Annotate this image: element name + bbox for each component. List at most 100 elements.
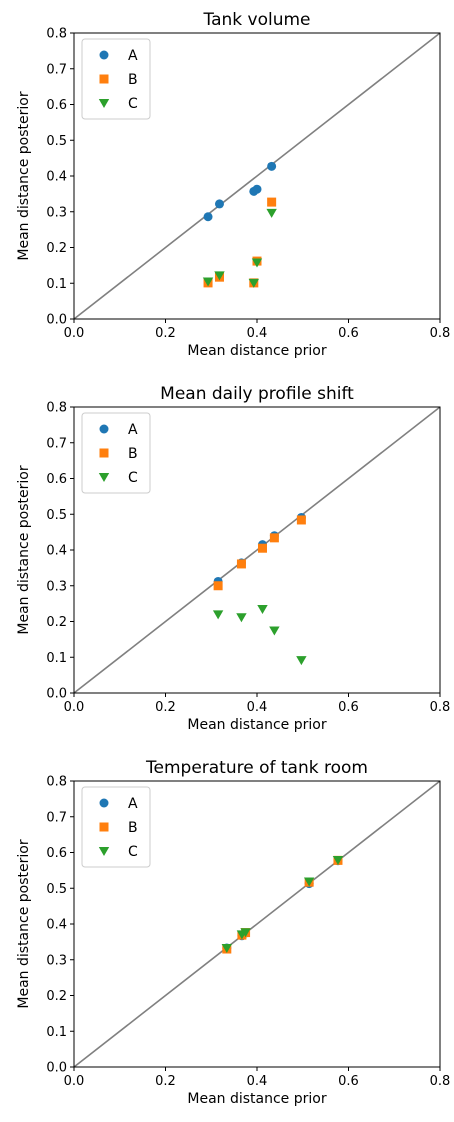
- y-axis-label: Mean distance posterior: [16, 91, 32, 260]
- x-tick-label: 0.8: [430, 1074, 451, 1089]
- chart-title: Mean daily profile shift: [160, 384, 354, 404]
- data-point-c: [214, 271, 225, 281]
- legend-marker-c: [98, 847, 110, 856]
- y-tick-label: 0.5: [46, 508, 67, 523]
- y-tick-label: 0.2: [46, 241, 67, 256]
- data-point-c: [266, 208, 277, 218]
- data-point-c: [257, 604, 268, 614]
- legend-label: C: [128, 96, 138, 112]
- y-tick-label: 0.0: [46, 687, 67, 702]
- legend: [81, 786, 151, 868]
- data-point-c: [202, 277, 214, 287]
- legend-marker-b: [99, 448, 109, 458]
- data-point-c: [236, 613, 247, 623]
- y-tick-label: 0.6: [46, 472, 67, 487]
- data-point-a: [214, 199, 224, 209]
- y-axis-label: Mean distance posterior: [16, 465, 32, 634]
- y-tick-label: 0.3: [46, 953, 67, 968]
- y-tick-label: 0.2: [46, 989, 67, 1004]
- chart-mean-daily-profile-shift: Mean daily profile shift 0.0 0.2 0.4 0.6 0.8 0…: [16, 384, 451, 733]
- data-point-c: [221, 943, 233, 953]
- legend: [81, 412, 151, 494]
- y-tick-label: 0.6: [46, 846, 67, 861]
- data-point-a: [252, 184, 262, 194]
- y-tick-label: 0.1: [46, 277, 67, 292]
- legend-marker-b: [99, 822, 109, 832]
- legend-label: C: [128, 844, 138, 860]
- data-point-b: [269, 533, 279, 543]
- data-point-c: [332, 856, 344, 866]
- legend-label: B: [128, 820, 138, 836]
- legend-label: C: [128, 470, 138, 486]
- y-tick-label: 0.3: [46, 579, 67, 594]
- data-point-a: [203, 212, 213, 222]
- y-axis-label: Mean distance posterior: [16, 839, 32, 1008]
- y-tick-label: 0.7: [46, 810, 67, 825]
- x-tick-label: 0.4: [247, 1074, 268, 1089]
- data-point-c: [303, 877, 315, 887]
- x-axis-label: Mean distance prior: [187, 717, 326, 733]
- data-point-b: [236, 559, 246, 569]
- y-tick-label: 0.1: [46, 651, 67, 666]
- data-point-b: [296, 515, 306, 525]
- legend-label: B: [128, 72, 138, 88]
- x-tick-label: 0.2: [155, 326, 176, 341]
- data-point-c: [251, 258, 263, 268]
- data-point-c: [269, 626, 280, 636]
- legend-marker-c: [98, 99, 110, 108]
- data-point-c: [296, 656, 307, 666]
- x-tick-label: 0.0: [64, 326, 85, 341]
- legend-label: A: [128, 48, 138, 64]
- legend-label: A: [128, 422, 138, 438]
- y-tick-label: 0.8: [46, 775, 67, 790]
- y-tick-label: 0.7: [46, 62, 67, 77]
- y-tick-label: 0.5: [46, 134, 67, 149]
- x-tick-label: 0.2: [155, 1074, 176, 1089]
- legend-label: B: [128, 446, 138, 462]
- data-point-a: [267, 161, 277, 171]
- legend: [81, 38, 151, 120]
- data-point-c: [248, 278, 259, 288]
- legend-marker-a: [99, 50, 109, 60]
- x-tick-label: 0.6: [338, 1074, 359, 1089]
- y-tick-label: 0.4: [46, 170, 67, 185]
- y-tick-label: 0.0: [46, 1061, 67, 1076]
- legend-marker-c: [98, 473, 110, 482]
- y-tick-label: 0.4: [46, 918, 67, 933]
- y-tick-label: 0.7: [46, 436, 67, 451]
- y-tick-label: 0.2: [46, 615, 67, 630]
- y-tick-label: 0.8: [46, 27, 67, 42]
- data-point-c: [212, 610, 224, 620]
- chart-tank-volume: Tank volume 0.0 0.2 0.4 0.6 0.8 0.0 0.1 0.2 0.3 0.…: [16, 10, 451, 359]
- x-tick-label: 0.4: [247, 700, 268, 715]
- y-tick-label: 0.4: [46, 544, 67, 559]
- y-tick-label: 0.1: [46, 1025, 67, 1040]
- x-axis-label: Mean distance prior: [187, 343, 326, 359]
- legend-marker-b: [99, 74, 109, 84]
- x-tick-label: 0.0: [64, 700, 85, 715]
- y-tick-label: 0.5: [46, 882, 67, 897]
- legend-marker-a: [99, 424, 109, 434]
- chart-temperature-of-tank-room: Temperature of tank room 0.0 0.2 0.4 0.6 0.8 0…: [16, 758, 451, 1107]
- legend-label: A: [128, 796, 138, 812]
- x-tick-label: 0.6: [338, 700, 359, 715]
- y-tick-label: 0.3: [46, 205, 67, 220]
- x-axis-label: Mean distance prior: [187, 1091, 326, 1107]
- diagonal-line: [73, 32, 441, 320]
- x-tick-label: 0.8: [430, 326, 451, 341]
- y-tick-label: 0.6: [46, 98, 67, 113]
- legend-marker-a: [99, 798, 109, 808]
- data-point-b: [267, 197, 277, 207]
- diagonal-line: [73, 780, 441, 1068]
- data-point-b: [257, 543, 267, 553]
- chart-title: Tank volume: [203, 10, 311, 30]
- diagonal-line: [73, 406, 441, 694]
- data-point-c: [240, 928, 251, 938]
- x-tick-label: 0.8: [430, 700, 451, 715]
- data-point-b: [213, 581, 223, 591]
- x-tick-label: 0.0: [64, 1074, 85, 1089]
- y-tick-label: 0.8: [46, 401, 67, 416]
- chart-title: Temperature of tank room: [145, 758, 368, 778]
- x-tick-label: 0.4: [247, 326, 268, 341]
